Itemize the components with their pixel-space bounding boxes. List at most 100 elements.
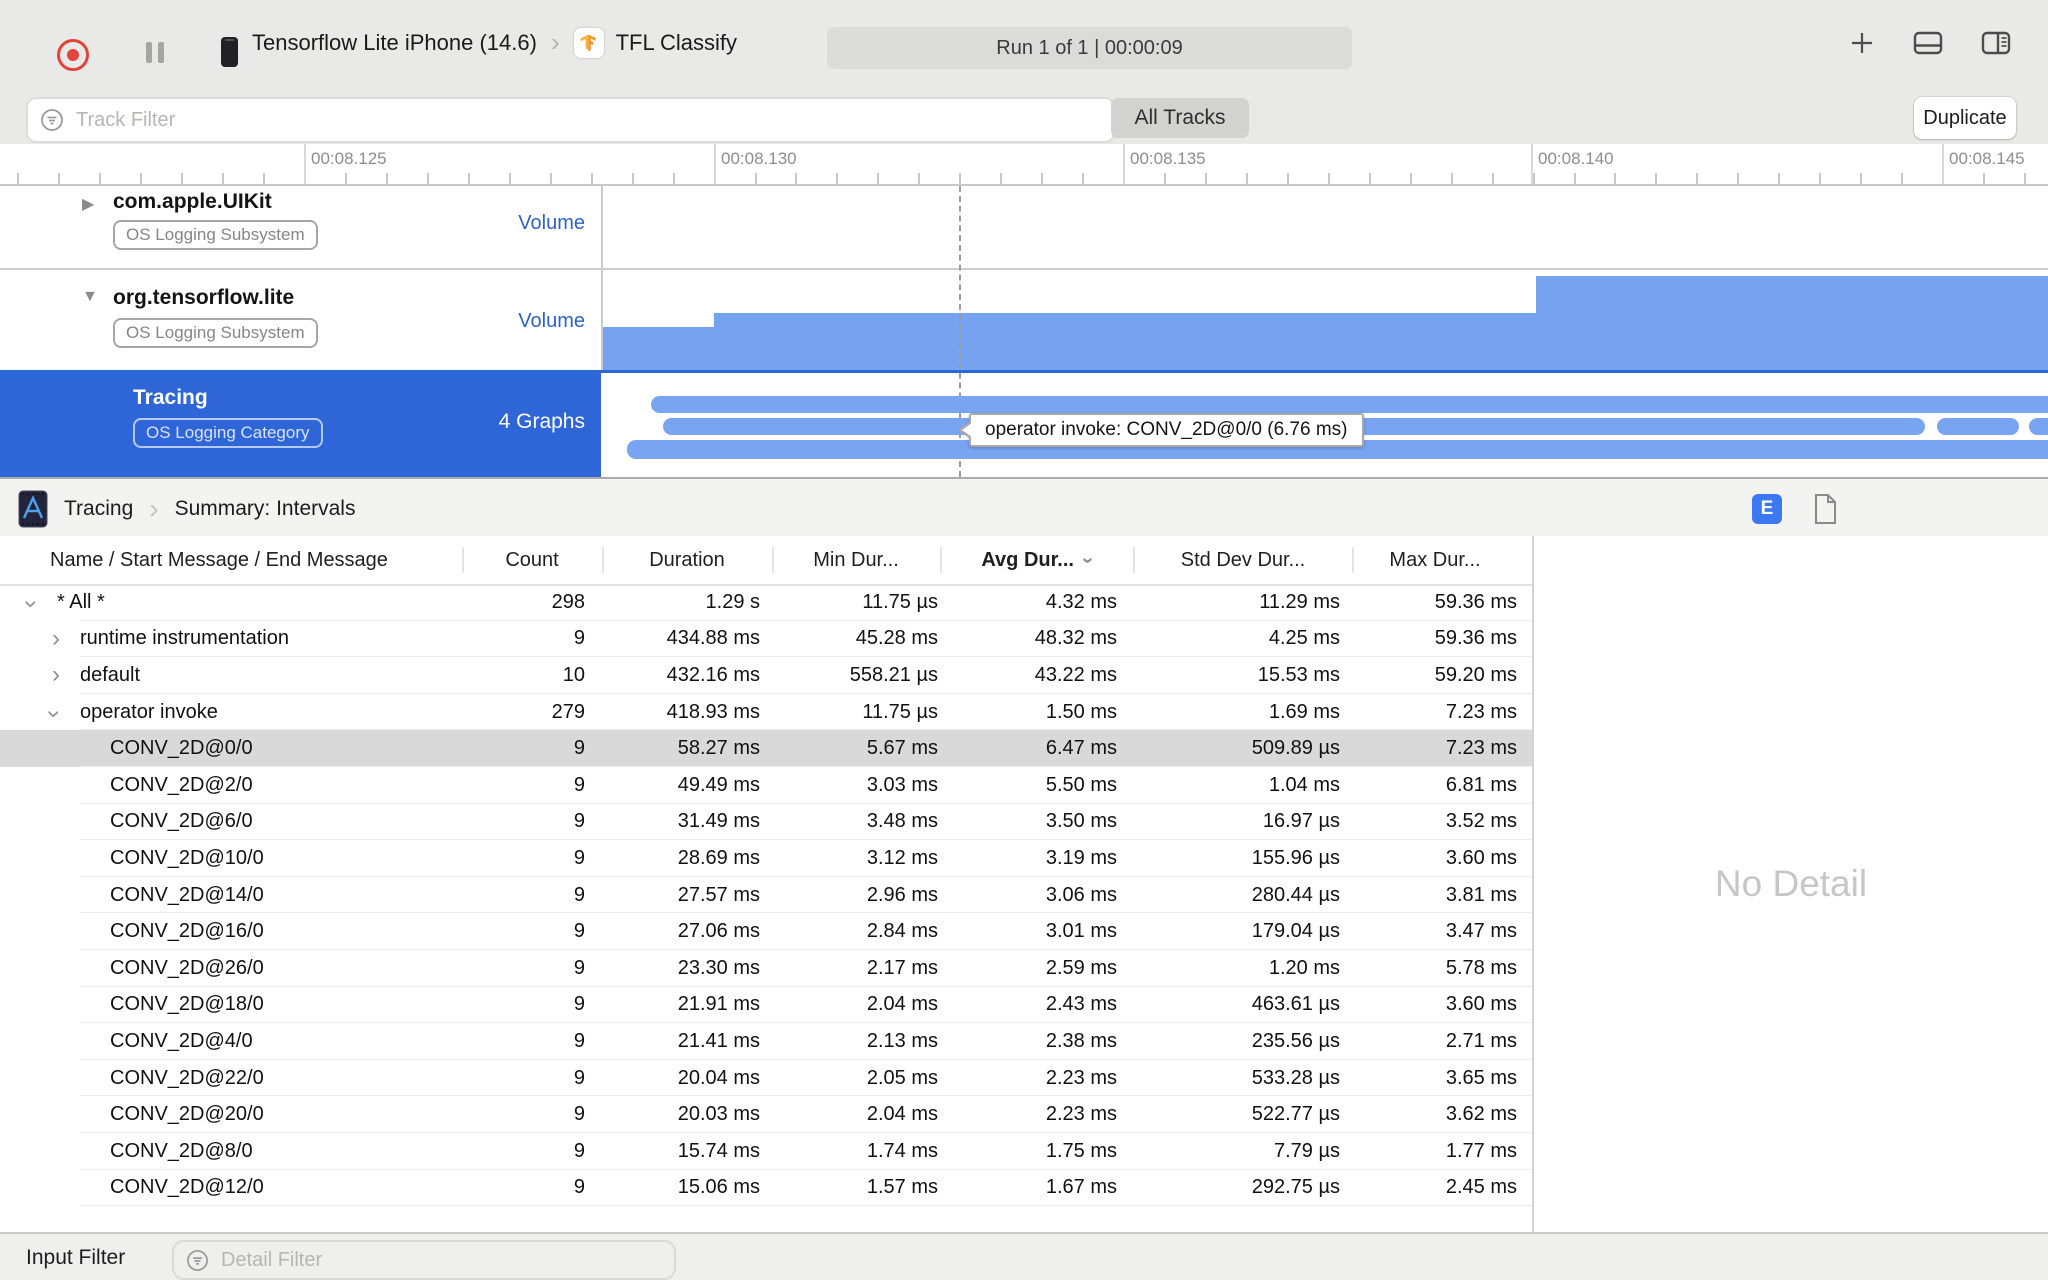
track-filter-field[interactable] <box>26 97 1115 143</box>
table-row[interactable]: CONV_2D@4/0 9 21.41 ms 2.13 ms 2.38 ms 235.56… <box>0 1023 1532 1060</box>
avg-dur-cell: 2.38 ms <box>1045 1029 1117 1052</box>
avg-dur-cell: 3.19 ms <box>1045 846 1117 869</box>
row-name-cell: CONV_2D@22/0 <box>110 1066 264 1089</box>
column-header-std-dev-dur[interactable]: Std Dev Dur... <box>1180 548 1306 571</box>
duration-cell: 20.03 ms <box>677 1103 760 1126</box>
toggle-bottom-pane-button[interactable] <box>1912 29 1944 57</box>
row-name-cell: default <box>80 663 141 686</box>
ruler-minor-tick <box>2023 173 2026 184</box>
breadcrumb-summary-intervals[interactable]: Summary: Intervals <box>174 496 356 520</box>
row-separator <box>80 619 1532 621</box>
table-row[interactable]: CONV_2D@12/0 9 15.06 ms 1.57 ms 1.67 ms 292.7… <box>0 1170 1532 1207</box>
std-dev-dur-cell: 235.56 µs <box>1251 1029 1340 1052</box>
table-row[interactable]: CONV_2D@26/0 9 23.30 ms 2.17 ms 2.59 ms 1.20 … <box>0 950 1532 987</box>
row-name-cell: CONV_2D@10/0 <box>110 846 264 869</box>
avg-dur-cell: 5.50 ms <box>1045 773 1117 796</box>
toggle-right-pane-button[interactable] <box>1980 29 2012 57</box>
table-row[interactable]: CONV_2D@2/0 9 49.49 ms 3.03 ms 5.50 ms 1.04 m… <box>0 767 1532 804</box>
expanded-detail-icon[interactable]: E <box>1752 493 1782 524</box>
track-tracing-selected[interactable]: Tracing OS Logging Category 4 Graphs ope… <box>0 370 2048 477</box>
table-row[interactable]: CONV_2D@14/0 9 27.57 ms 2.96 ms 3.06 ms 280.4… <box>0 877 1532 914</box>
table-row[interactable]: CONV_2D@6/0 9 31.49 ms 3.48 ms 3.50 ms 16.97 … <box>0 804 1532 841</box>
record-button[interactable] <box>57 39 89 71</box>
table-row[interactable]: › default 10 432.16 ms 558.21 µs 43.22 ms 15.5… <box>0 657 1532 694</box>
track-filter-input[interactable] <box>74 107 1103 133</box>
column-header-name[interactable]: Name / Start Message / End Message <box>50 548 388 571</box>
duration-cell: 432.16 ms <box>666 663 760 686</box>
interval-bar <box>1937 418 2019 435</box>
detail-filter-input[interactable] <box>219 1247 664 1273</box>
ruler-minor-tick <box>1983 173 1985 184</box>
track-org-tensorflow-lite[interactable]: ▼ org.tensorflow.lite OS Logging Subsyst… <box>0 270 2048 370</box>
duplicate-button[interactable]: Duplicate <box>1914 97 2016 139</box>
track-meta-volume: Volume <box>518 212 585 234</box>
duration-cell: 21.91 ms <box>677 993 760 1016</box>
column-header-max-dur[interactable]: Max Dur... <box>1389 548 1481 571</box>
table-row[interactable]: › runtime instrumentation 9 434.88 ms 45.28 … <box>0 621 1532 658</box>
track-title: com.apple.UIKit <box>113 190 272 213</box>
row-separator <box>80 802 1532 804</box>
app-name: TFL Classify <box>615 29 738 55</box>
avg-dur-cell: 2.59 ms <box>1045 956 1117 979</box>
playhead-line[interactable] <box>959 186 961 477</box>
table-row[interactable]: CONV_2D@20/0 9 20.03 ms 2.04 ms 2.23 ms 522.7… <box>0 1096 1532 1133</box>
row-separator <box>80 985 1532 987</box>
std-dev-dur-cell: 280.44 µs <box>1251 883 1340 906</box>
ruler-minor-tick <box>1696 173 1699 184</box>
pause-icon <box>146 42 152 63</box>
table-row[interactable]: CONV_2D@22/0 9 20.04 ms 2.05 ms 2.23 ms 533.2… <box>0 1060 1532 1097</box>
max-dur-cell: 59.36 ms <box>1434 590 1517 613</box>
row-separator <box>80 912 1532 914</box>
pause-button[interactable] <box>146 42 164 63</box>
max-dur-cell: 7.23 ms <box>1445 737 1517 760</box>
max-dur-cell: 2.45 ms <box>1445 1176 1517 1199</box>
row-name-cell: CONV_2D@16/0 <box>110 920 264 943</box>
count-cell: 298 <box>551 590 585 613</box>
table-row[interactable]: CONV_2D@10/0 9 28.69 ms 3.12 ms 3.19 ms 155.9… <box>0 840 1532 877</box>
table-row[interactable]: › * All * 298 1.29 s 11.75 µs 4.32 ms 11.29 ms… <box>0 584 1532 621</box>
column-header-duration[interactable]: Duration <box>649 548 725 571</box>
track-title: org.tensorflow.lite <box>113 286 295 309</box>
min-dur-cell: 2.17 ms <box>866 956 938 979</box>
pause-icon <box>158 42 164 63</box>
disclosure-collapsed-icon[interactable]: ▶ <box>82 196 95 213</box>
duration-cell: 434.88 ms <box>666 627 760 650</box>
avg-dur-cell: 1.67 ms <box>1045 1176 1117 1199</box>
table-row[interactable]: CONV_2D@8/0 9 15.74 ms 1.74 ms 1.75 ms 7.79 µ… <box>0 1133 1532 1170</box>
table-row[interactable]: CONV_2D@18/0 9 21.91 ms 2.04 ms 2.43 ms 463.6… <box>0 987 1532 1024</box>
max-dur-cell: 59.20 ms <box>1434 663 1517 686</box>
all-tracks-button[interactable]: All Tracks <box>1111 98 1249 138</box>
document-icon[interactable] <box>1812 493 1838 525</box>
column-header-count[interactable]: Count <box>505 548 559 571</box>
ruler-minor-tick <box>1327 173 1330 184</box>
column-header-min-dur[interactable]: Min Dur... <box>813 548 899 571</box>
ruler-minor-tick <box>140 173 143 184</box>
min-dur-cell: 2.13 ms <box>866 1029 938 1052</box>
detail-filter-field[interactable] <box>172 1240 676 1280</box>
min-dur-cell: 2.05 ms <box>866 1066 938 1089</box>
detail-breadcrumb-bar: Tracing › Summary: Intervals E <box>0 477 2048 540</box>
add-instrument-button[interactable] <box>1848 29 1876 57</box>
ruler-minor-tick <box>263 173 266 184</box>
column-header-avg-dur-sorted[interactable]: Avg Dur... › <box>981 548 1099 571</box>
table-row-selected[interactable]: CONV_2D@0/0 9 58.27 ms 5.67 ms 6.47 ms 509.89… <box>0 730 1532 767</box>
ruler-time-label: 00:08.145 <box>1949 149 2025 168</box>
row-name-cell: CONV_2D@0/0 <box>110 737 253 760</box>
ruler-minor-tick <box>99 173 102 184</box>
avg-dur-cell: 3.50 ms <box>1045 810 1117 833</box>
duration-cell: 28.69 ms <box>677 846 760 869</box>
table-row[interactable]: CONV_2D@16/0 9 27.06 ms 2.84 ms 3.01 ms 179.0… <box>0 913 1532 950</box>
std-dev-dur-cell: 463.61 µs <box>1251 993 1340 1016</box>
run-status-text: Run 1 of 1 | 00:00:09 <box>996 36 1183 59</box>
device-selector[interactable]: Tensorflow Lite iPhone (14.6) › TFL Clas… <box>252 0 737 85</box>
ruler-minor-tick <box>1450 173 1453 184</box>
count-cell: 9 <box>573 846 585 869</box>
breadcrumb-tracing[interactable]: Tracing <box>64 496 134 520</box>
track-com-apple-uikit[interactable]: ▶ com.apple.UIKit OS Logging Subsystem V… <box>0 186 2048 268</box>
table-body: › * All * 298 1.29 s 11.75 µs 4.32 ms 11.29 ms… <box>0 584 1532 1232</box>
ruler-time-label: 00:08.135 <box>1130 149 1206 168</box>
ruler-minor-tick <box>1245 173 1248 184</box>
disclosure-expanded-icon[interactable]: ▼ <box>82 288 98 305</box>
table-row[interactable]: › operator invoke 279 418.93 ms 11.75 µs 1.50… <box>0 694 1532 731</box>
